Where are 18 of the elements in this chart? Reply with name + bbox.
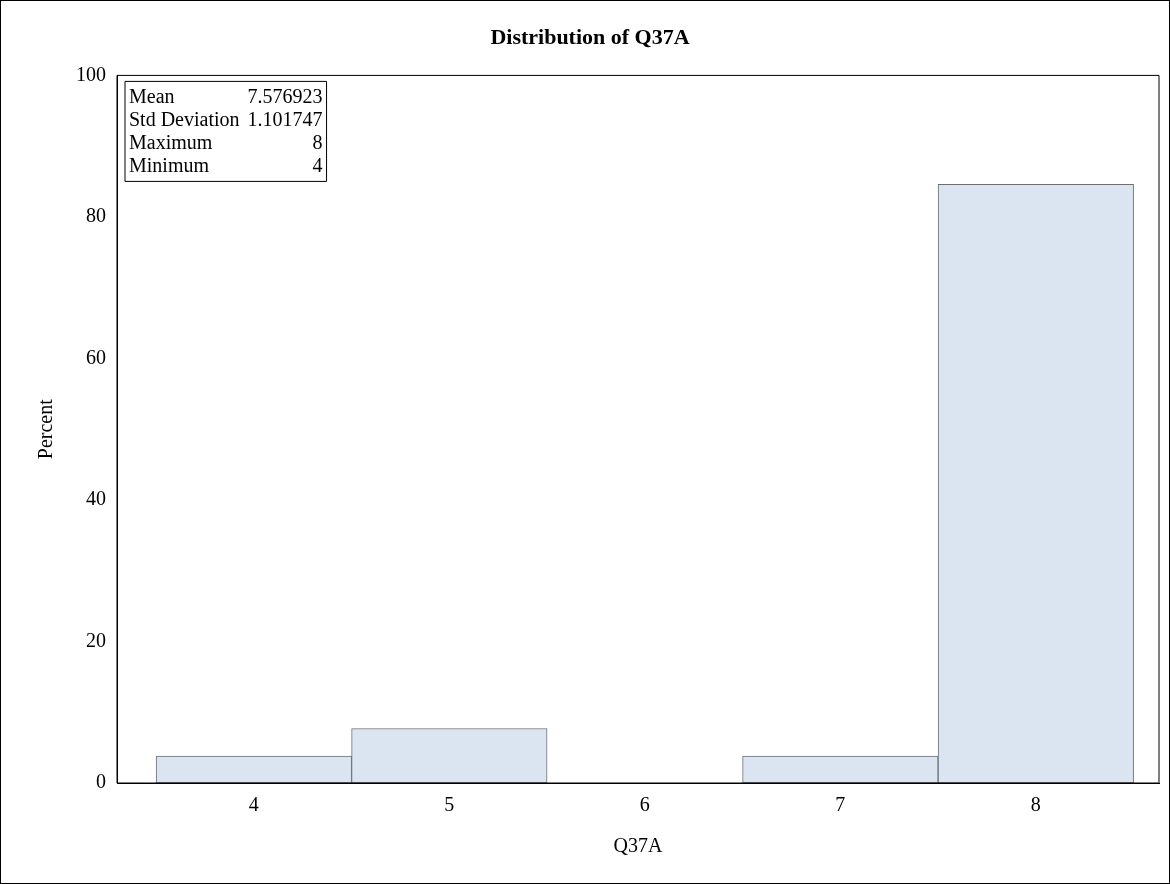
x-tick-label: 7	[835, 793, 846, 816]
y-axis-title: Percent	[34, 398, 57, 460]
y-tick-label: 20	[86, 628, 106, 651]
y-tick-label: 60	[86, 345, 106, 368]
x-tick-label: 8	[1030, 793, 1041, 816]
text: Minimum 4	[129, 154, 323, 177]
y-tick-label: 80	[86, 204, 106, 227]
x-tick-label: 6	[639, 793, 650, 816]
x-tick-label: 4	[248, 793, 259, 816]
text: Maximum 8	[129, 131, 323, 154]
text: Mean 7.576923	[129, 85, 323, 108]
x-tick-label: 5	[444, 793, 455, 816]
y-tick-label: 0	[96, 770, 106, 793]
annotation: Std Deviation 1.101747	[129, 108, 323, 131]
y-tick-label: 100	[76, 62, 106, 85]
x-axis-title: Q37A	[613, 834, 663, 857]
chart-title: Distribution of Q37A	[490, 23, 690, 49]
y-tick-label: 40	[86, 487, 106, 510]
